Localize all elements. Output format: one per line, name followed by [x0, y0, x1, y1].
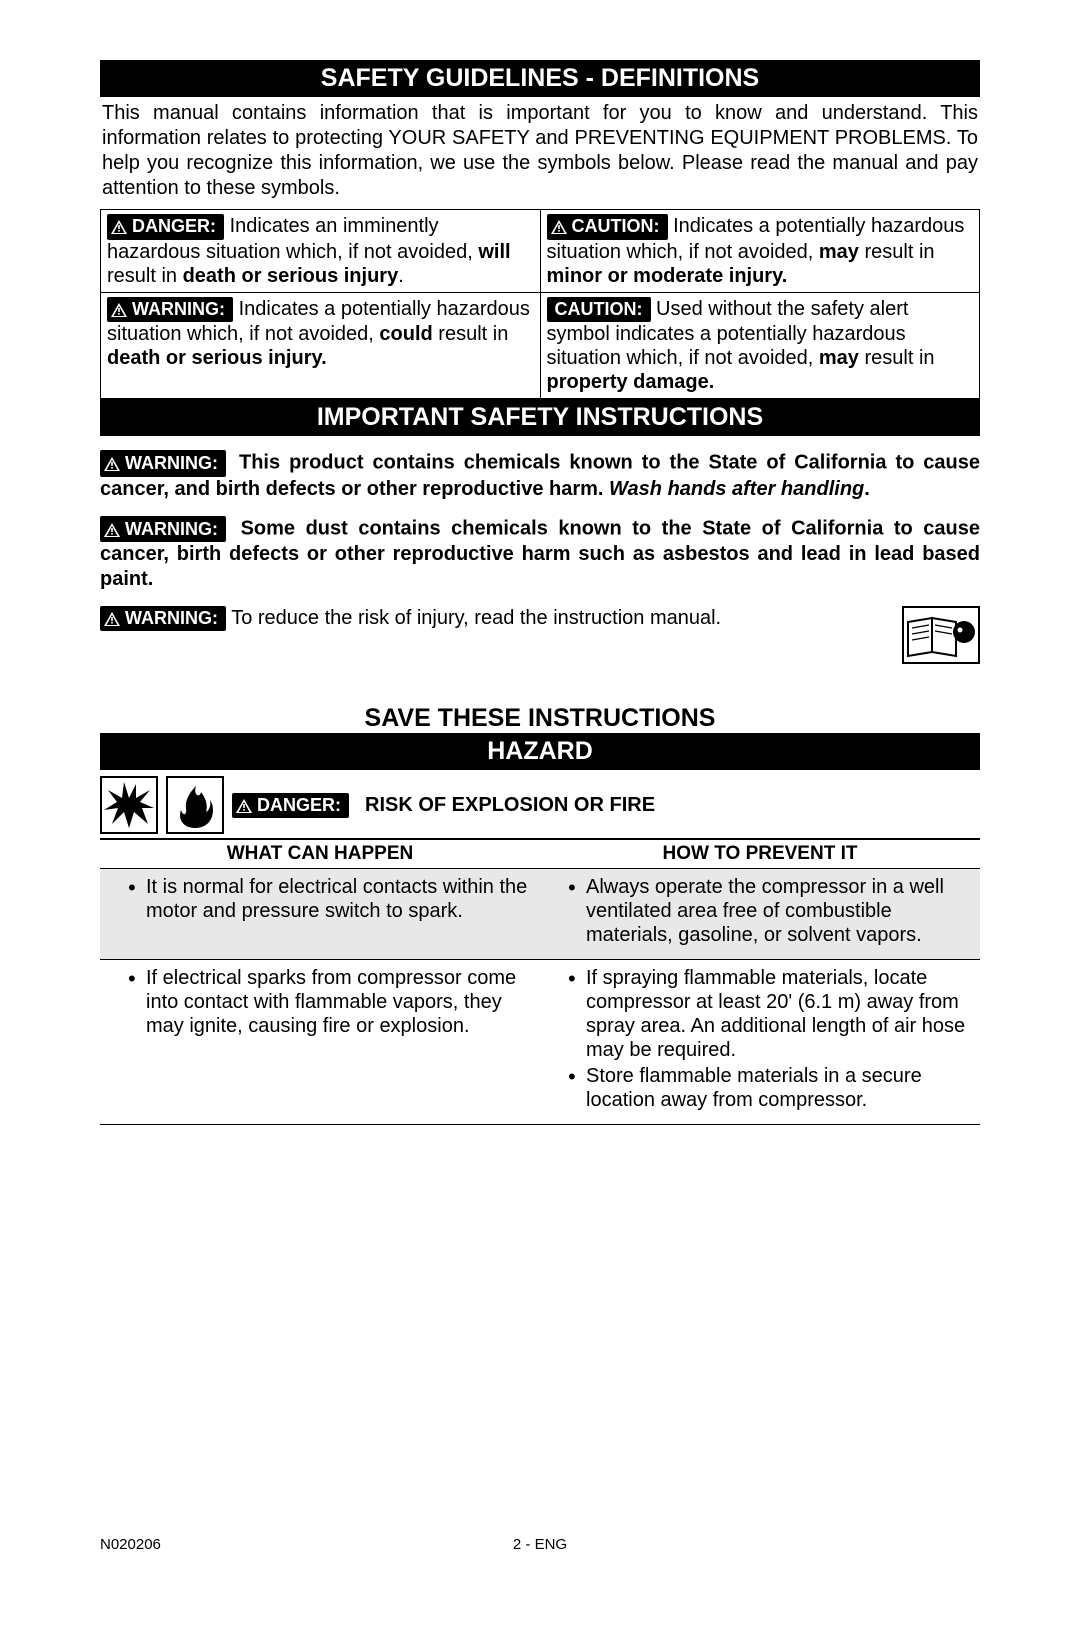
def-caution-plain: CAUTION: Used without the safety alert s… — [540, 292, 980, 399]
alert-triangle-icon — [104, 523, 120, 537]
footer-doc-number: N020206 — [100, 1536, 161, 1553]
table-cell: If spraying flammable materials, locate … — [540, 960, 980, 1125]
safety-guidelines-header: SAFETY GUIDELINES - DEFINITIONS — [100, 60, 980, 97]
read-manual-icon — [902, 606, 980, 664]
intro-paragraph: This manual contains information that is… — [100, 97, 980, 209]
table-cell: It is normal for electrical contacts wit… — [100, 869, 540, 960]
alert-triangle-icon — [104, 612, 120, 626]
definitions-table: DANGER: Indicates an imminently hazardou… — [100, 209, 980, 399]
alert-triangle-icon — [551, 220, 567, 234]
col-how-to-prevent: HOW TO PREVENT IT — [540, 839, 980, 869]
warning-label: WARNING: — [100, 450, 226, 477]
warning-paragraph-3: WARNING: To reduce the risk of injury, r… — [100, 606, 980, 664]
def-warning: WARNING: Indicates a potentially hazardo… — [101, 292, 541, 399]
explosion-icon — [100, 776, 158, 834]
hazard-table: WHAT CAN HAPPEN HOW TO PREVENT IT It is … — [100, 838, 980, 1125]
warning-label: WARNING: — [107, 297, 233, 323]
warning-label: WARNING: — [100, 516, 226, 543]
hazard-risk-title: RISK OF EXPLOSION OR FIRE — [365, 794, 655, 817]
danger-label: DANGER: — [107, 214, 224, 240]
table-cell: Always operate the compressor in a well … — [540, 869, 980, 960]
important-safety-header: IMPORTANT SAFETY INSTRUCTIONS — [100, 399, 980, 436]
alert-triangle-icon — [236, 799, 252, 813]
caution-label: CAUTION: — [547, 214, 668, 240]
def-danger: DANGER: Indicates an imminently hazardou… — [101, 210, 541, 293]
alert-triangle-icon — [111, 303, 127, 317]
col-what-can-happen: WHAT CAN HAPPEN — [100, 839, 540, 869]
def-caution: CAUTION: Indicates a potentially hazardo… — [540, 210, 980, 293]
caution-plain-label: CAUTION: — [547, 297, 651, 323]
warning-label: WARNING: — [100, 606, 226, 631]
fire-icon — [166, 776, 224, 834]
page-footer: N020206 2 - ENG — [100, 1536, 980, 1553]
hazard-icon-row: DANGER: RISK OF EXPLOSION OR FIRE — [100, 770, 980, 838]
alert-triangle-icon — [111, 220, 127, 234]
hazard-header: HAZARD — [100, 733, 980, 770]
table-cell: If electrical sparks from compressor com… — [100, 960, 540, 1125]
danger-label: DANGER: — [232, 793, 349, 818]
warning-paragraph-2: WARNING: Some dust contains chemicals kn… — [100, 516, 980, 593]
alert-triangle-icon — [104, 457, 120, 471]
save-instructions-header: SAVE THESE INSTRUCTIONS — [100, 704, 980, 733]
warning-paragraph-1: WARNING: This product contains chemicals… — [100, 450, 980, 502]
footer-page-number: 2 - ENG — [513, 1536, 567, 1553]
